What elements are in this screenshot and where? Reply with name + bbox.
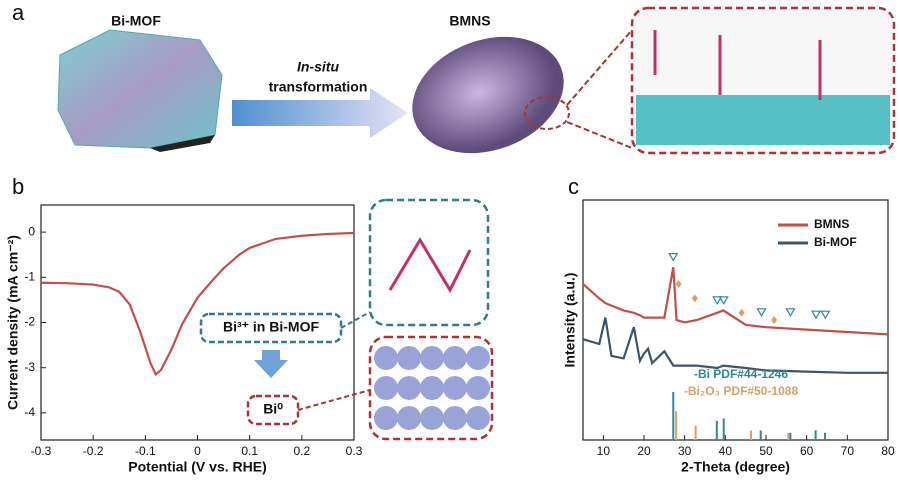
x-tick-label: 20 — [637, 444, 651, 458]
x-axis-label: Potential (V vs. RHE) — [128, 459, 266, 475]
label: transformation — [269, 79, 368, 95]
atom — [466, 406, 490, 430]
peak-marker — [675, 280, 682, 288]
atom — [374, 376, 398, 400]
zoom-line — [566, 29, 633, 106]
x-tick-label: -0.2 — [83, 444, 104, 458]
arrow — [254, 350, 288, 378]
peak-marker — [756, 308, 767, 318]
inset — [368, 198, 490, 327]
peak-marker — [718, 296, 729, 306]
atom — [443, 376, 467, 400]
x-tick-label: 30 — [678, 444, 692, 458]
annotation: Bi⁰ — [263, 401, 283, 417]
atom — [443, 406, 467, 430]
x-tick-label: 50 — [759, 444, 773, 458]
atom — [397, 376, 421, 400]
peak-marker — [820, 310, 831, 320]
annotation: Bi³⁺ in Bi-MOF — [223, 319, 319, 335]
x-tick-label: 0 — [194, 444, 201, 458]
zoom-line — [566, 121, 633, 149]
peak-marker — [668, 253, 679, 262]
data-line — [40, 231, 355, 377]
x-axis-label: 2-Theta (degree) — [681, 459, 790, 475]
crystal — [57, 29, 223, 149]
y-tick-label: 0 — [28, 224, 35, 238]
x-tick-label: 70 — [841, 444, 855, 458]
panel-label: b — [12, 174, 24, 199]
atom — [466, 346, 490, 370]
legend-label: Bi-MOF — [814, 235, 857, 249]
annotation-box — [246, 394, 300, 426]
x-tick-label: -0.3 — [31, 444, 52, 458]
data-line — [582, 267, 889, 336]
x-tick-label: 40 — [719, 444, 733, 458]
annotation-box — [199, 312, 343, 344]
x-tick-label: 0.1 — [241, 444, 258, 458]
bi-atoms — [374, 346, 490, 430]
y-axis-label: Intensity (a.u.) — [562, 273, 578, 368]
atom — [420, 376, 444, 400]
peak-marker — [712, 296, 723, 306]
surface — [636, 95, 890, 145]
reference-label: -Bi PDF#44-1246 — [694, 367, 788, 381]
y-tick-label: -1 — [24, 269, 35, 283]
peak-marker — [738, 308, 745, 317]
label: BMNS — [449, 13, 490, 29]
connector — [340, 311, 371, 329]
peak-marker — [691, 294, 698, 303]
label: In-situ — [297, 59, 339, 75]
peak-marker — [785, 308, 796, 318]
atom — [397, 346, 421, 370]
reference-label: -Bi₂O₃ PDF#50-1088 — [684, 384, 799, 398]
ligands — [653, 30, 822, 100]
y-axis-label: Current density (mA cm⁻²) — [5, 235, 21, 410]
y-tick-label: -3 — [24, 360, 35, 374]
connector — [297, 389, 371, 411]
zoom-circle — [524, 96, 570, 130]
nanosheet-particle — [412, 36, 564, 154]
panel-label: c — [568, 174, 579, 199]
y-tick-label: -2 — [24, 315, 35, 329]
atom — [374, 406, 398, 430]
x-tick-label: -0.1 — [135, 444, 156, 458]
x-tick-label: 0.2 — [293, 444, 310, 458]
atom — [466, 376, 490, 400]
plot-frame — [582, 199, 889, 441]
peak-marker — [810, 310, 822, 320]
x-tick-label: 60 — [800, 444, 814, 458]
peak-marker — [771, 316, 778, 324]
atom — [420, 346, 444, 370]
arrow — [232, 88, 408, 138]
atom — [374, 346, 398, 370]
atom — [420, 406, 444, 430]
x-tick-label: 80 — [881, 444, 895, 458]
atom — [443, 346, 467, 370]
y-tick-label: -4 — [24, 405, 35, 419]
atom — [397, 406, 421, 430]
crystal-shadow — [150, 135, 215, 152]
x-tick-label: 0.3 — [346, 444, 363, 458]
ligand — [388, 237, 472, 294]
panel-label: a — [12, 0, 25, 25]
x-tick-label: 10 — [597, 444, 611, 458]
data-line — [582, 317, 888, 374]
legend-label: BMNS — [814, 217, 849, 231]
label: Bi-MOF — [111, 13, 161, 29]
